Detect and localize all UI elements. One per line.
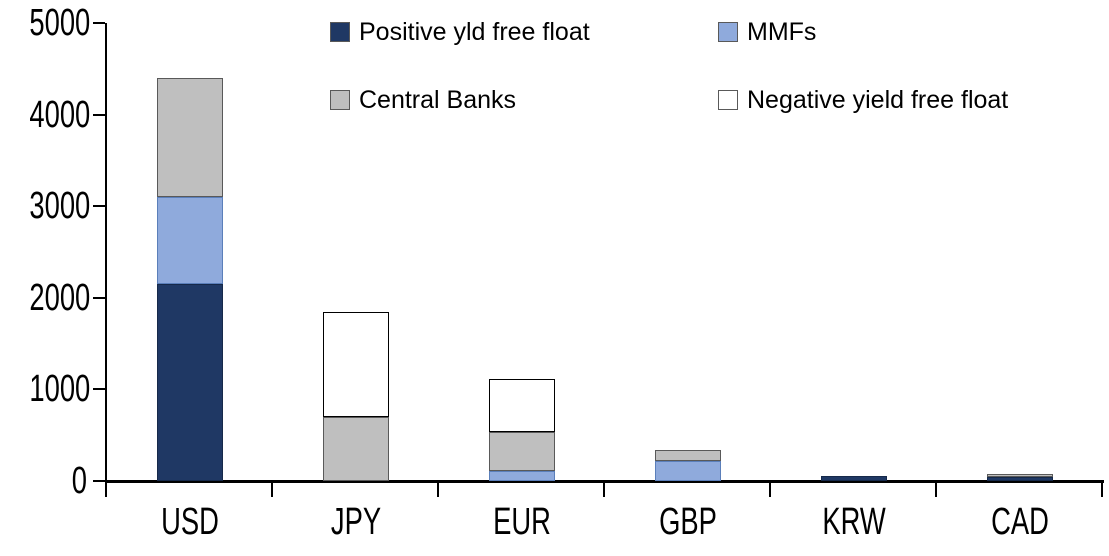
y-axis-line (105, 23, 107, 483)
bar-segment-JPY-central-banks (323, 416, 389, 481)
legend-label: MMFs (747, 18, 817, 46)
y-tick-label: 4000 (29, 93, 91, 136)
y-tick-label: 5000 (29, 2, 91, 44)
y-axis-tick (93, 480, 105, 482)
legend-item-mmfs: MMFs (718, 18, 817, 46)
bar-segment-GBP-central-banks (655, 449, 721, 461)
bar-segment-JPY-negative-yield-free-float (323, 311, 389, 417)
y-tick-label: 0 (71, 460, 87, 502)
y-axis-tick (93, 22, 105, 24)
x-axis-tick (769, 483, 771, 497)
legend-item-positive-yld-free-float: Positive yld free float (330, 18, 590, 46)
x-category-label: USD (161, 501, 219, 543)
y-tick-label: 2000 (29, 276, 91, 319)
bar-segment-EUR-central-banks (489, 431, 555, 471)
bar-segment-EUR-negative-yield-free-float (489, 378, 555, 432)
y-tick-label: 3000 (29, 185, 91, 228)
x-axis-tick (935, 483, 937, 497)
legend-item-negative-yield-free-float: Negative yield free float (718, 86, 1009, 114)
bar-segment-USD-central-banks (157, 77, 223, 198)
bar-segment-CAD-central-banks (987, 473, 1053, 478)
bar-segment-KRW-positive-yld-free-float (821, 476, 887, 481)
bar-segment-GBP-mmfs (655, 460, 721, 481)
x-axis-tick (271, 483, 273, 497)
y-axis-tick (93, 388, 105, 391)
y-axis-tick (93, 296, 105, 299)
x-axis-tick (603, 483, 605, 497)
y-axis-tick (93, 113, 105, 116)
y-axis-tick (93, 205, 105, 208)
x-axis-tick (105, 483, 107, 497)
x-axis-tick (1101, 483, 1103, 497)
y-tick-label: 1000 (29, 368, 91, 411)
legend-swatch-icon (718, 90, 738, 110)
x-category-label: KRW (822, 501, 886, 543)
legend-swatch-icon (718, 22, 738, 42)
legend-swatch-icon (330, 22, 350, 42)
legend-swatch-icon (330, 90, 350, 110)
x-category-label: JPY (330, 501, 382, 543)
bar-segment-USD-mmfs (157, 197, 223, 285)
x-category-label: GBP (659, 501, 717, 543)
legend-item-central-banks: Central Banks (330, 86, 517, 114)
legend-label: Negative yield free float (747, 86, 1009, 114)
x-axis-line (105, 480, 1104, 483)
x-category-label: EUR (493, 501, 551, 543)
bar-segment-CAD-positive-yld-free-float (987, 477, 1053, 481)
x-category-label: CAD (991, 501, 1049, 543)
x-axis-tick (437, 483, 439, 497)
bar-segment-EUR-mmfs (489, 470, 555, 481)
bar-segment-USD-positive-yld-free-float (157, 284, 223, 481)
legend-label: Positive yld free float (359, 18, 590, 46)
legend-label: Central Banks (359, 86, 517, 114)
